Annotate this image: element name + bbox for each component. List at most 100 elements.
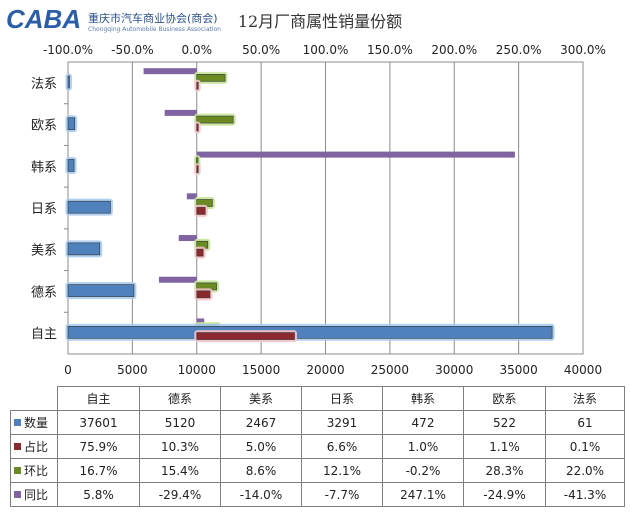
bar-占比-德系 bbox=[196, 290, 211, 299]
x-bottom-tick-label: 35000 bbox=[500, 363, 538, 377]
table-cell: 10.3% bbox=[139, 434, 221, 459]
x-bottom-tick-label: 25000 bbox=[371, 363, 409, 377]
logo-chinese-name: 重庆市汽车商业协会(商会) bbox=[88, 12, 218, 25]
x-top-tick-label: 150.0% bbox=[367, 43, 413, 57]
bar-同比-韩系 bbox=[196, 151, 515, 158]
table-cell: 1.0% bbox=[382, 434, 464, 459]
bar-同比-美系 bbox=[178, 235, 197, 242]
bar-数量-美系 bbox=[67, 242, 101, 256]
x-bottom-tick-label: 5000 bbox=[117, 363, 148, 377]
table-cell: 12.1% bbox=[301, 458, 383, 483]
category-label-自主: 自主 bbox=[31, 327, 57, 342]
table-cell: 37601 bbox=[57, 410, 140, 435]
bar-环比-法系 bbox=[196, 74, 226, 82]
bar-数量-自主 bbox=[67, 326, 553, 339]
table-cell: 5.0% bbox=[220, 434, 302, 459]
table-cell: 75.9% bbox=[57, 434, 140, 459]
bar-数量-韩系 bbox=[67, 159, 75, 172]
table-cell: -14.0% bbox=[220, 482, 302, 507]
legend-entry: 环比 bbox=[10, 458, 58, 483]
legend-swatch bbox=[14, 467, 21, 474]
legend-label: 占比 bbox=[24, 440, 49, 454]
x-top-tick-label: 200.0% bbox=[431, 43, 477, 57]
table-header-cell: 法系 bbox=[545, 386, 625, 411]
table-cell: 1.1% bbox=[463, 434, 546, 459]
category-label-法系: 法系 bbox=[31, 77, 57, 92]
x-top-tick-label: 50.0% bbox=[242, 43, 280, 57]
x-bottom-tick-label: 20000 bbox=[306, 363, 344, 377]
table-row: 同比 5.8% -29.4% -14.0% -7.7% 247.1% -24.9% -41.3… bbox=[10, 482, 625, 507]
bar-同比-欧系 bbox=[164, 109, 197, 116]
bar-占比-法系 bbox=[196, 81, 199, 90]
bar-同比-自主 bbox=[196, 318, 205, 325]
table-row: 数量 37601 5120 2467 3291 472 522 61 bbox=[10, 410, 625, 435]
table-cell: 15.4% bbox=[139, 458, 221, 483]
x-bottom-tick-label: 30000 bbox=[435, 363, 473, 377]
category-label-美系: 美系 bbox=[31, 244, 57, 259]
table-cell: 472 bbox=[382, 410, 464, 435]
table-cell: -24.9% bbox=[463, 482, 546, 507]
table-cell: 2467 bbox=[220, 410, 302, 435]
chart-title: 12月厂商属性销量份额 bbox=[237, 12, 403, 31]
table-header-cell: 德系 bbox=[139, 386, 221, 411]
table-cell: 522 bbox=[463, 410, 546, 435]
x-bottom-tick-label: 40000 bbox=[564, 363, 602, 377]
table-cell: 247.1% bbox=[382, 482, 464, 507]
x-top-tick-label: 100.0% bbox=[303, 43, 349, 57]
x-bottom-tick-label: 10000 bbox=[178, 363, 216, 377]
bar-chart: 0 5000 10000 15000 20000 25000 30000 35000 40000… bbox=[31, 43, 606, 377]
legend-entry: 数量 bbox=[10, 410, 58, 435]
bar-数量-日系 bbox=[67, 200, 111, 214]
table-header-cell: 自主 bbox=[57, 386, 140, 411]
legend-data-table: 自主 德系 美系 日系 韩系 欧系 法系 数量 37601 5120 2467 3291 472 522… bbox=[10, 386, 625, 507]
legend-swatch bbox=[14, 443, 21, 450]
x-top-tick-label: -100.0% bbox=[43, 43, 93, 57]
table-cell: 22.0% bbox=[545, 458, 625, 483]
logo-mark: CABA bbox=[6, 4, 82, 34]
x-top-tick-label: 250.0% bbox=[496, 43, 542, 57]
table-cell: -41.3% bbox=[545, 482, 625, 507]
bar-数量-欧系 bbox=[67, 117, 76, 131]
legend-label: 环比 bbox=[24, 464, 49, 478]
table-cell: 0.1% bbox=[545, 434, 625, 459]
table-cell: 61 bbox=[545, 410, 625, 435]
x-bottom-tick-label: 0 bbox=[64, 363, 72, 377]
table-header-cell: 日系 bbox=[301, 386, 383, 411]
bar-数量-德系 bbox=[67, 284, 135, 297]
bar-同比-日系 bbox=[186, 193, 197, 200]
bar-环比-欧系 bbox=[196, 115, 234, 124]
legend-entry: 占比 bbox=[10, 434, 58, 459]
bar-数量-法系 bbox=[67, 75, 70, 89]
table-header-cell: 欧系 bbox=[463, 386, 546, 411]
category-label-韩系: 韩系 bbox=[31, 160, 57, 175]
table-header-cell: 韩系 bbox=[382, 386, 464, 411]
legend-label: 数量 bbox=[24, 416, 49, 430]
table-row: 环比 16.7% 15.4% 8.6% 12.1% -0.2% 28.3% 22.0% bbox=[10, 458, 625, 483]
bar-占比-日系 bbox=[196, 207, 206, 215]
legend-entry: 同比 bbox=[10, 482, 58, 507]
bar-占比-韩系 bbox=[196, 165, 199, 174]
x-top-tick-label: -50.0% bbox=[111, 43, 153, 57]
table-cell: 6.6% bbox=[301, 434, 383, 459]
table-cell: 16.7% bbox=[57, 458, 140, 483]
legend-label: 同比 bbox=[24, 488, 49, 502]
association-logo: CABA 重庆市汽车商业协会(商会) Chongqing Automobile … bbox=[6, 4, 236, 40]
bar-同比-德系 bbox=[158, 276, 197, 283]
table-cell: -29.4% bbox=[139, 482, 221, 507]
category-label-日系: 日系 bbox=[31, 202, 57, 217]
table-corner bbox=[10, 386, 58, 411]
legend-swatch bbox=[14, 419, 21, 426]
category-label-欧系: 欧系 bbox=[31, 119, 57, 134]
category-label-德系: 德系 bbox=[31, 285, 57, 300]
table-cell: 3291 bbox=[301, 410, 383, 435]
x-bottom-tick-label: 15000 bbox=[242, 363, 280, 377]
logo-english-name: Chongqing Automobile Business Associatio… bbox=[88, 26, 221, 33]
table-cell: 8.6% bbox=[220, 458, 302, 483]
table-cell: 5120 bbox=[139, 410, 221, 435]
table-cell: 5.8% bbox=[57, 482, 140, 507]
bar-占比-欧系 bbox=[196, 123, 199, 132]
bar-占比-自主 bbox=[196, 332, 295, 340]
table-cell: -7.7% bbox=[301, 482, 383, 507]
bar-占比-美系 bbox=[196, 248, 204, 257]
table-header-cell: 美系 bbox=[220, 386, 302, 411]
